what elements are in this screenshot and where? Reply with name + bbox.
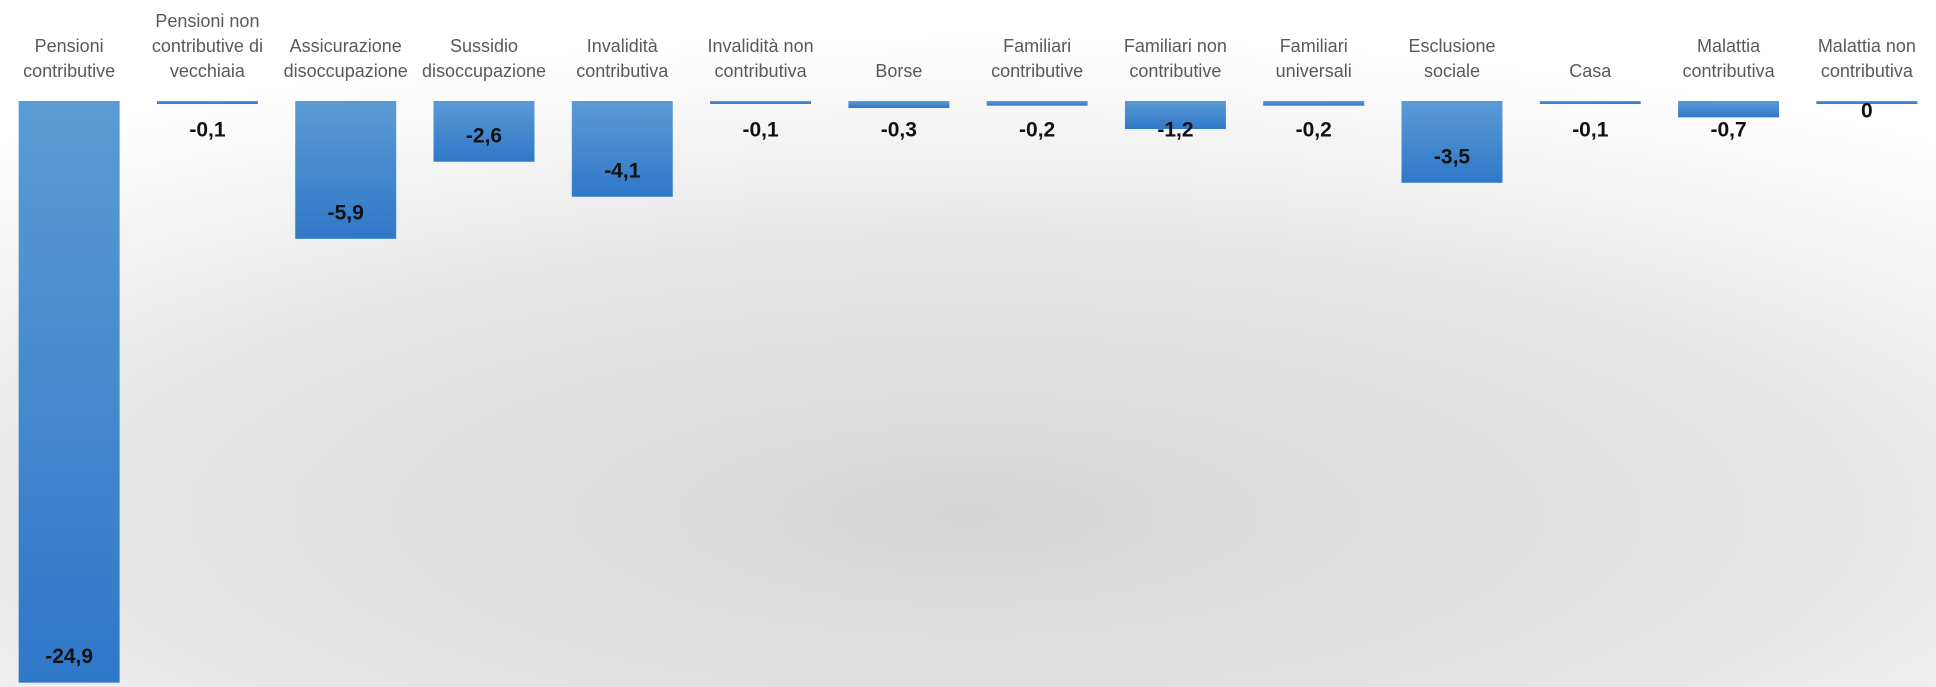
category-label: Pensioni contributive <box>23 36 116 81</box>
bar <box>18 101 120 683</box>
category-label: Esclusione sociale <box>1408 36 1496 81</box>
category-label: Malattia non contributiva <box>1817 36 1916 81</box>
category-label: Sussidio disoccupazione <box>421 36 547 81</box>
category-label: Assicurazione disoccupazione <box>283 36 408 81</box>
category-label: Familiari contributive <box>991 36 1084 81</box>
bar <box>156 101 258 104</box>
bar <box>1401 101 1503 183</box>
category-label: Malattia contributiva <box>1682 36 1775 81</box>
bar <box>295 101 397 239</box>
bar <box>433 101 535 162</box>
category-label: Invalidità contributiva <box>576 36 669 81</box>
bar <box>986 101 1088 106</box>
data-label: -0,1 <box>1572 119 1609 142</box>
bar <box>1539 101 1641 104</box>
data-label: -3,5 <box>1434 145 1471 168</box>
bar <box>1124 101 1226 130</box>
category-label: Familiari non contributive <box>1123 36 1227 81</box>
data-label: -2,6 <box>466 124 502 147</box>
data-label: -0,2 <box>1296 119 1332 142</box>
data-label: 0 <box>1861 100 1873 123</box>
bar <box>1678 101 1780 118</box>
data-label: -0,2 <box>1019 119 1055 142</box>
data-label: -5,9 <box>328 201 364 224</box>
bar <box>848 101 950 109</box>
bar <box>1263 101 1365 106</box>
data-label: -4,1 <box>604 159 641 182</box>
category-label: Pensioni non contributive di vecchiaia <box>151 11 263 81</box>
category-label: Familiari universali <box>1275 36 1352 81</box>
category-label: Invalidità non contributiva <box>707 36 814 81</box>
data-label: -0,1 <box>189 119 226 142</box>
bar <box>571 101 673 197</box>
data-label: -0,3 <box>881 119 917 142</box>
category-label: Borse <box>875 61 923 81</box>
bar <box>710 101 812 104</box>
bar <box>1816 101 1918 104</box>
category-label: Casa <box>1569 61 1612 81</box>
data-label: -24,9 <box>45 645 93 668</box>
data-label: -0,7 <box>1710 119 1746 142</box>
data-label: -1,2 <box>1157 119 1193 142</box>
data-label: -0,1 <box>742 119 779 142</box>
